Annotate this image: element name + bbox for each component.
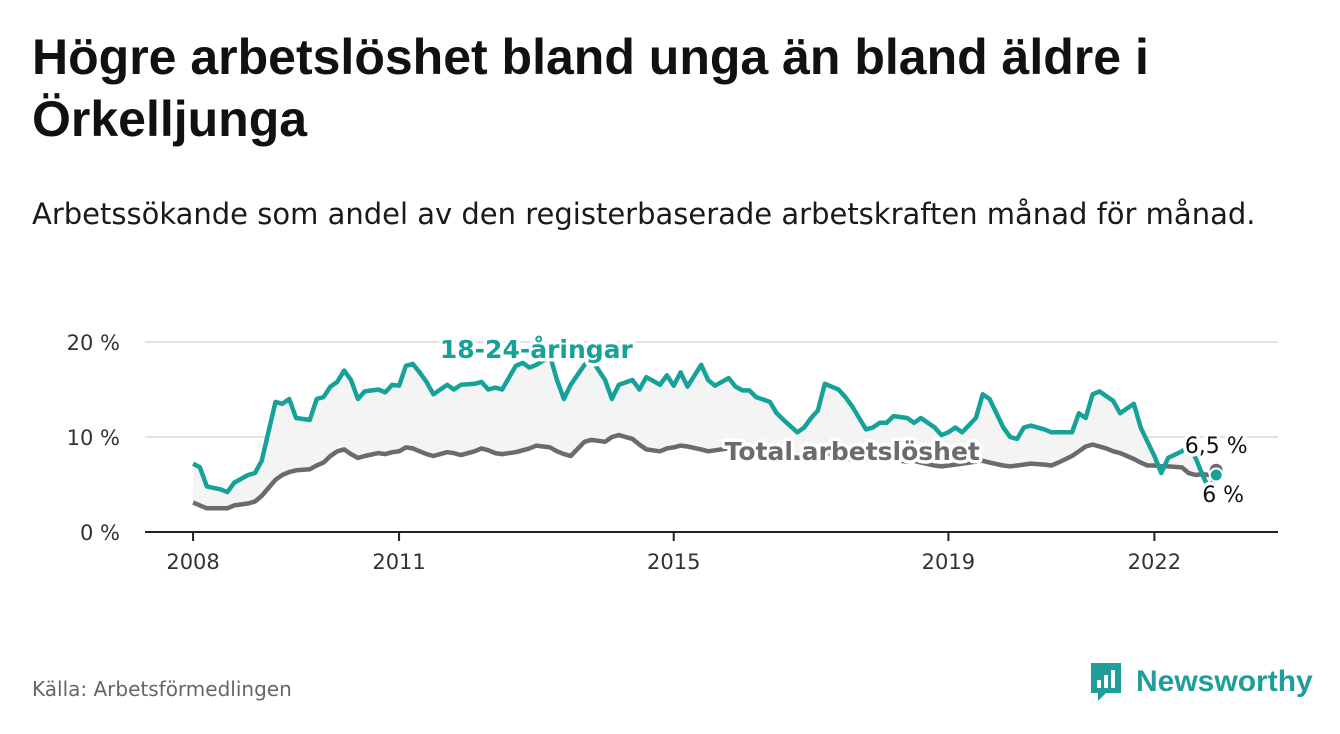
series-label-total-halo: Total arbetslöshet [725, 437, 980, 466]
end-label-youth: 6 % [1202, 483, 1244, 508]
end-label-total: 6,5 % [1185, 434, 1248, 459]
gap-fill-area [193, 356, 1217, 509]
end-label-youth-halo: 6 % [1202, 483, 1244, 508]
x-axis: 2008 2011 2015 2019 2022 [145, 531, 1278, 574]
y-tick-label: 10 % [67, 426, 120, 450]
end-marker-youth [1208, 467, 1224, 483]
series-label-total: Total arbetslöshet [725, 437, 980, 466]
newsworthy-logo-icon [1091, 663, 1121, 701]
y-tick-label: 20 % [67, 331, 120, 355]
brand-name: Newsworthy [1136, 665, 1313, 698]
chart-subtitle: Arbetssökande som andel av den registerb… [32, 197, 1256, 231]
chart-title: Högre arbetslöshet bland unga än bland ä… [32, 29, 1149, 147]
x-tick-label: 2015 [647, 550, 700, 574]
x-tick-label: 2019 [922, 550, 975, 574]
y-tick-label: 0 % [80, 521, 120, 545]
series-line-total [192, 432, 1218, 511]
x-tick-label: 2011 [372, 550, 425, 574]
x-tick-label: 2022 [1128, 550, 1181, 574]
series-line-youth [192, 354, 1219, 495]
brand[interactable]: Newsworthy [1088, 660, 1313, 704]
end-label-total-halo: 6,5 % [1185, 434, 1248, 459]
x-tick-label: 2008 [166, 550, 219, 574]
series-label-youth-halo: 18-24-åringar [440, 335, 634, 364]
source-note: Källa: Arbetsförmedlingen [32, 677, 292, 701]
series-label-youth: 18-24-åringar [440, 335, 634, 364]
